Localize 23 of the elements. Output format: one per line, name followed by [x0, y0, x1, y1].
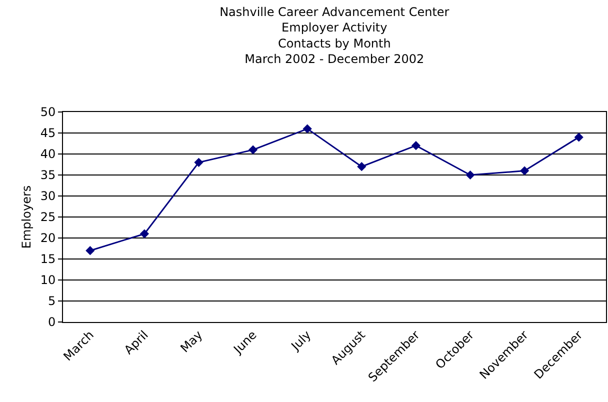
y-tick-label: 25 — [40, 210, 56, 224]
y-tick-label: 5 — [48, 294, 56, 308]
y-tick-label: 0 — [48, 315, 56, 330]
y-tick-label: 50 — [40, 105, 56, 120]
y-tick-label: 15 — [40, 252, 56, 266]
y-axis-title: Employers — [20, 185, 34, 249]
y-tick-label: 40 — [40, 147, 56, 162]
chart-title: Nashville Career Advancement Center Employer Activity Contacts by Month March 2002 - December 2002 — [220, 5, 450, 66]
y-tick-label: 45 — [40, 126, 56, 140]
point — [140, 229, 149, 238]
y-tick-label: 30 — [40, 189, 56, 204]
point — [86, 246, 95, 256]
point — [194, 158, 204, 167]
point — [411, 141, 420, 150]
y-tick-label: 20 — [40, 231, 56, 246]
point — [520, 166, 530, 176]
point — [574, 132, 584, 142]
point — [302, 124, 312, 134]
point — [466, 170, 475, 180]
point — [357, 162, 366, 172]
y-tick-label: 10 — [40, 273, 56, 288]
point — [248, 145, 258, 154]
y-tick-label: 35 — [40, 168, 56, 182]
